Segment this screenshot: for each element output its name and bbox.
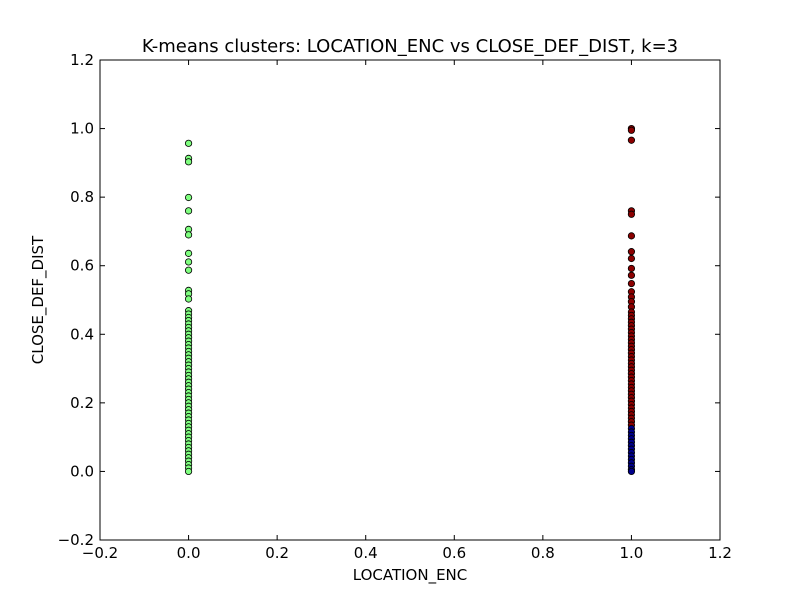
y-tick-label: 1.2 — [70, 51, 94, 69]
data-point — [184, 258, 193, 266]
x-tick-label: 0.4 — [354, 544, 378, 562]
y-axis-title: CLOSE_DEF_DIST — [29, 235, 48, 364]
y-tick-label: −0.2 — [58, 531, 94, 549]
plot-frame — [99, 59, 721, 541]
data-point — [627, 232, 636, 240]
data-point — [627, 467, 636, 476]
y-tick-label: 0.8 — [70, 188, 94, 206]
data-point — [627, 264, 636, 273]
x-tick-label: 0.8 — [531, 544, 555, 562]
y-tick-label: 0.4 — [70, 325, 94, 343]
y-tick-label: 0.2 — [70, 394, 94, 412]
data-points — [184, 124, 636, 476]
x-tick-label: 1.2 — [708, 544, 732, 562]
data-point — [627, 210, 636, 218]
data-point — [184, 193, 193, 202]
x-tick-label: 0.6 — [442, 544, 466, 562]
x-tick-label: −0.2 — [82, 544, 118, 562]
data-point — [627, 248, 636, 256]
data-point — [184, 249, 193, 257]
x-tick-label: 0.2 — [265, 544, 289, 562]
data-point — [627, 254, 636, 263]
data-point — [184, 207, 193, 215]
data-point — [184, 266, 193, 274]
x-tick-label: 1.0 — [619, 544, 643, 562]
chart-title: K-means clusters: LOCATION_ENC vs CLOSE_… — [142, 36, 678, 57]
data-point — [184, 295, 193, 303]
x-axis-title: LOCATION_ENC — [353, 566, 468, 585]
axis-ticks: −0.2 0.0 0.2 0.4 0.6 0.8 1.0 1.2 −0.2 0.0 0.2 0.4 0.… — [58, 51, 732, 562]
data-point — [184, 158, 193, 166]
data-point — [184, 231, 193, 239]
data-point — [627, 136, 636, 144]
y-tick-label: 1.0 — [70, 120, 94, 138]
data-point — [627, 279, 636, 288]
data-point — [627, 126, 636, 134]
data-point — [184, 139, 193, 147]
data-point — [627, 271, 636, 279]
y-tick-label: 0.6 — [70, 257, 94, 275]
x-tick-label: 0.0 — [177, 544, 201, 562]
y-tick-label: 0.0 — [70, 462, 94, 480]
data-point — [184, 467, 193, 476]
